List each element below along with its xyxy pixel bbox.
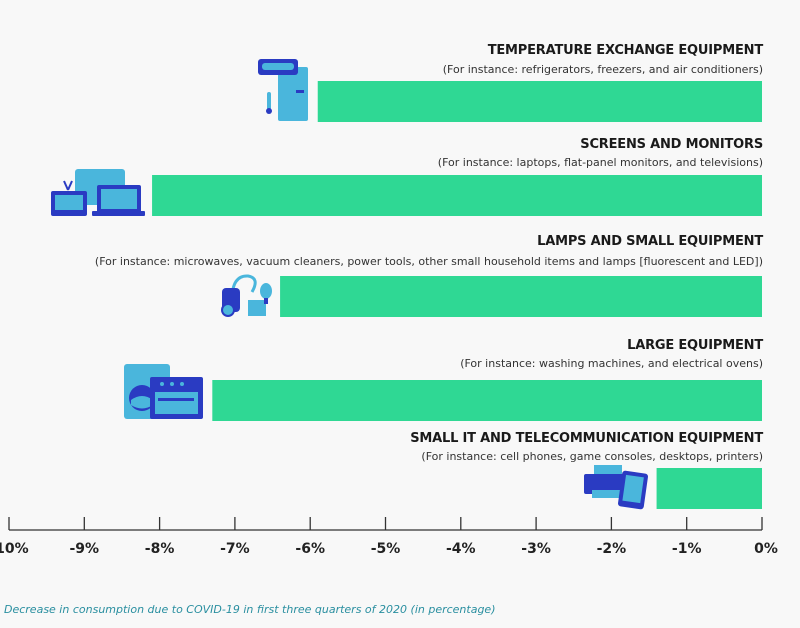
category-subtitle: (For instance: cell phones, game console… (421, 450, 763, 463)
bar (656, 468, 762, 509)
x-tick-label: -5% (370, 541, 401, 557)
category-title: LAMPS AND SMALL EQUIPMENT (537, 234, 763, 249)
printer-phone-icon (584, 465, 648, 510)
x-tick-label: -9% (69, 541, 100, 557)
x-tick-label: -7% (220, 541, 250, 557)
category-title: TEMPERATURE EXCHANGE EQUIPMENT (487, 43, 763, 58)
category-title: LARGE EQUIPMENT (627, 338, 763, 353)
x-tick-label: -1% (671, 541, 702, 557)
bar (212, 380, 762, 421)
x-axis-label: Decrease in consumption due to COVID-19 … (4, 603, 496, 616)
category-title: SMALL IT AND TELECOMMUNICATION EQUIPMENT (410, 431, 763, 446)
bar (280, 276, 762, 317)
x-tick-label: -4% (446, 541, 476, 557)
x-tick-label: -10% (0, 541, 29, 557)
bar (152, 175, 762, 216)
x-tick-label: -6% (295, 541, 325, 557)
vacuum-lamp-icon (221, 274, 272, 317)
category-subtitle: (For instance: refrigerators, freezers, … (442, 63, 763, 76)
x-tick-label: -8% (144, 541, 175, 557)
washing-machine-oven-icon (124, 364, 203, 419)
category-subtitle: (For instance: microwaves, vacuum cleane… (94, 255, 763, 268)
x-tick-label: 0% (754, 541, 778, 557)
screens-laptop-tv-icon (51, 169, 145, 216)
category-title: SCREENS AND MONITORS (580, 137, 763, 152)
x-tick-label: -3% (521, 541, 551, 557)
fridge-air-conditioner-icon (258, 59, 308, 121)
x-tick-label: -2% (596, 541, 627, 557)
category-subtitle: (For instance: washing machines, and ele… (460, 357, 763, 370)
bar (317, 81, 762, 122)
category-subtitle: (For instance: laptops, flat-panel monit… (437, 156, 763, 169)
